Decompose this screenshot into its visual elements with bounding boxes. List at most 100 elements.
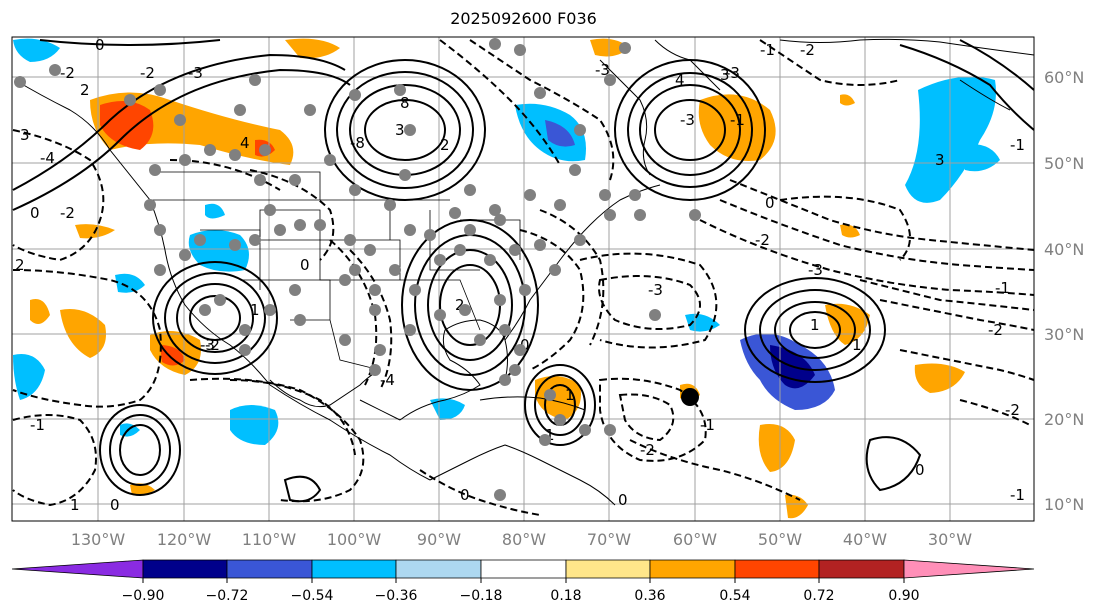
shaded-fields bbox=[13, 38, 1000, 519]
contour-label: 1 bbox=[250, 301, 260, 319]
colorbar-segment bbox=[395, 559, 482, 579]
contour-label: 0 bbox=[95, 36, 105, 54]
contour-labels: 0 -2 -3 -2 2 3 -4 4 3 -8 8 -2 -1 -3 4 -1… bbox=[15, 36, 1025, 514]
colorbar-segment bbox=[818, 559, 905, 579]
lon-label: 30°W bbox=[928, 530, 972, 549]
lon-label: 130°W bbox=[71, 530, 126, 549]
station-dots bbox=[14, 38, 701, 501]
lat-label: 60°N bbox=[1044, 68, 1084, 87]
chart-title: 2025092600 F036 bbox=[450, 9, 597, 28]
contour-label: -8 bbox=[350, 134, 365, 152]
contour-label: 2 bbox=[440, 136, 450, 154]
colorbar-tick-label: −0.90 bbox=[122, 588, 165, 604]
contour-label: 0 bbox=[300, 256, 310, 274]
lat-label: 20°N bbox=[1044, 410, 1084, 429]
contour-label: -4 bbox=[40, 149, 55, 167]
lon-label: 50°W bbox=[758, 530, 802, 549]
contour-label: 0 bbox=[915, 461, 925, 479]
storm-center-marker bbox=[681, 388, 699, 406]
contour-label: -1 bbox=[700, 416, 715, 434]
contour-label: 4 bbox=[240, 134, 250, 152]
contour-label: -2 bbox=[60, 204, 75, 222]
lon-label: 40°W bbox=[843, 530, 887, 549]
contour-label: 0 bbox=[765, 194, 775, 212]
colorbar-ticks bbox=[142, 578, 905, 583]
lon-label: 120°W bbox=[157, 530, 212, 549]
contour-label: 2 bbox=[15, 256, 25, 274]
contour-label: 2 bbox=[80, 81, 90, 99]
colorbar-tick-label: −0.72 bbox=[206, 588, 249, 604]
contour-label: -3 bbox=[200, 336, 215, 354]
colorbar-segment bbox=[565, 559, 651, 579]
contour-label: -3 bbox=[188, 64, 203, 82]
colorbar-tick-label: 0.36 bbox=[634, 588, 665, 604]
contour-label: 4 bbox=[675, 71, 685, 89]
contour-label: -2 bbox=[988, 321, 1003, 339]
colorbar-tick-label: 0.18 bbox=[550, 588, 581, 604]
contour-label: 1 bbox=[70, 496, 80, 514]
map-frame bbox=[11, 36, 1035, 522]
lat-label: 10°N bbox=[1044, 495, 1084, 514]
contour-label: -2 bbox=[640, 441, 655, 459]
lat-label: 40°N bbox=[1044, 240, 1084, 259]
contour-label: -1 bbox=[1010, 136, 1025, 154]
contour-label: -3 bbox=[680, 111, 695, 129]
contour-label: -1 bbox=[30, 416, 45, 434]
colorbar-segment bbox=[649, 559, 736, 579]
contour-label: -2 bbox=[755, 231, 770, 249]
contour-label: -3 bbox=[725, 64, 740, 82]
contour-label: 8 bbox=[400, 94, 410, 112]
longitude-labels: 130°W 120°W 110°W 100°W 90°W 80°W 70°W 6… bbox=[71, 530, 972, 549]
colorbar-tick-label: −0.54 bbox=[291, 588, 334, 604]
contour-label: 0 bbox=[520, 336, 530, 354]
contour-label: -3 bbox=[808, 261, 823, 279]
contour-label: -3 bbox=[648, 281, 663, 299]
positive-contours bbox=[12, 39, 1035, 503]
colorbar-tick-label: 0.72 bbox=[803, 588, 834, 604]
latitude-labels: 60°N 50°N 40°N 30°N 20°N 10°N bbox=[1044, 68, 1084, 514]
lon-label: 100°W bbox=[327, 530, 382, 549]
contour-label: -2 bbox=[800, 41, 815, 59]
lon-label: 110°W bbox=[242, 530, 297, 549]
contour-label: -4 bbox=[380, 371, 395, 389]
contour-label: -3 bbox=[595, 61, 610, 79]
contour-label: 1 bbox=[565, 386, 575, 404]
colorbar-segment bbox=[480, 559, 567, 579]
contour-label: -1 bbox=[760, 41, 775, 59]
lat-label: 30°N bbox=[1044, 325, 1084, 344]
contour-label: 2 bbox=[455, 296, 465, 314]
graticule bbox=[12, 37, 1034, 521]
colorbar: −0.90 −0.72 −0.54 −0.36 −0.18 0.18 0.36 … bbox=[11, 559, 1035, 604]
contour-label: 3 bbox=[720, 66, 730, 84]
contour-label: 0 bbox=[618, 491, 628, 509]
lon-label: 70°W bbox=[587, 530, 631, 549]
colorbar-segment bbox=[226, 559, 313, 579]
lon-label: 80°W bbox=[502, 530, 546, 549]
lon-label: 90°W bbox=[417, 530, 461, 549]
contour-label: -2 bbox=[140, 64, 155, 82]
lat-label: 50°N bbox=[1044, 154, 1084, 173]
contour-label: -2 bbox=[205, 336, 220, 354]
contour-label: 0 bbox=[30, 204, 40, 222]
contour-label: -1 bbox=[995, 279, 1010, 297]
contour-label: 3 bbox=[395, 121, 405, 139]
colorbar-segment bbox=[734, 559, 820, 579]
contour-label: 1 bbox=[545, 426, 555, 444]
colorbar-tick-label: −0.18 bbox=[460, 588, 503, 604]
lon-label: 60°W bbox=[673, 530, 717, 549]
contour-label: -2 bbox=[60, 64, 75, 82]
contour-label: -1 bbox=[730, 111, 745, 129]
contour-label: 0 bbox=[110, 496, 120, 514]
contour-label: 3 bbox=[20, 126, 30, 144]
contour-label: 1 bbox=[810, 316, 820, 334]
colorbar-tick-label: 0.90 bbox=[888, 588, 919, 604]
colorbar-segment bbox=[903, 559, 1035, 579]
colorbar-tick-label: −0.36 bbox=[375, 588, 418, 604]
contour-label: -1 bbox=[1010, 486, 1025, 504]
contour-label: 0 bbox=[460, 486, 470, 504]
contour-label: 1 bbox=[852, 336, 862, 354]
colorbar-tick-label: 0.54 bbox=[719, 588, 750, 604]
contour-label: 3 bbox=[935, 151, 945, 169]
colorbar-segment bbox=[11, 559, 144, 579]
